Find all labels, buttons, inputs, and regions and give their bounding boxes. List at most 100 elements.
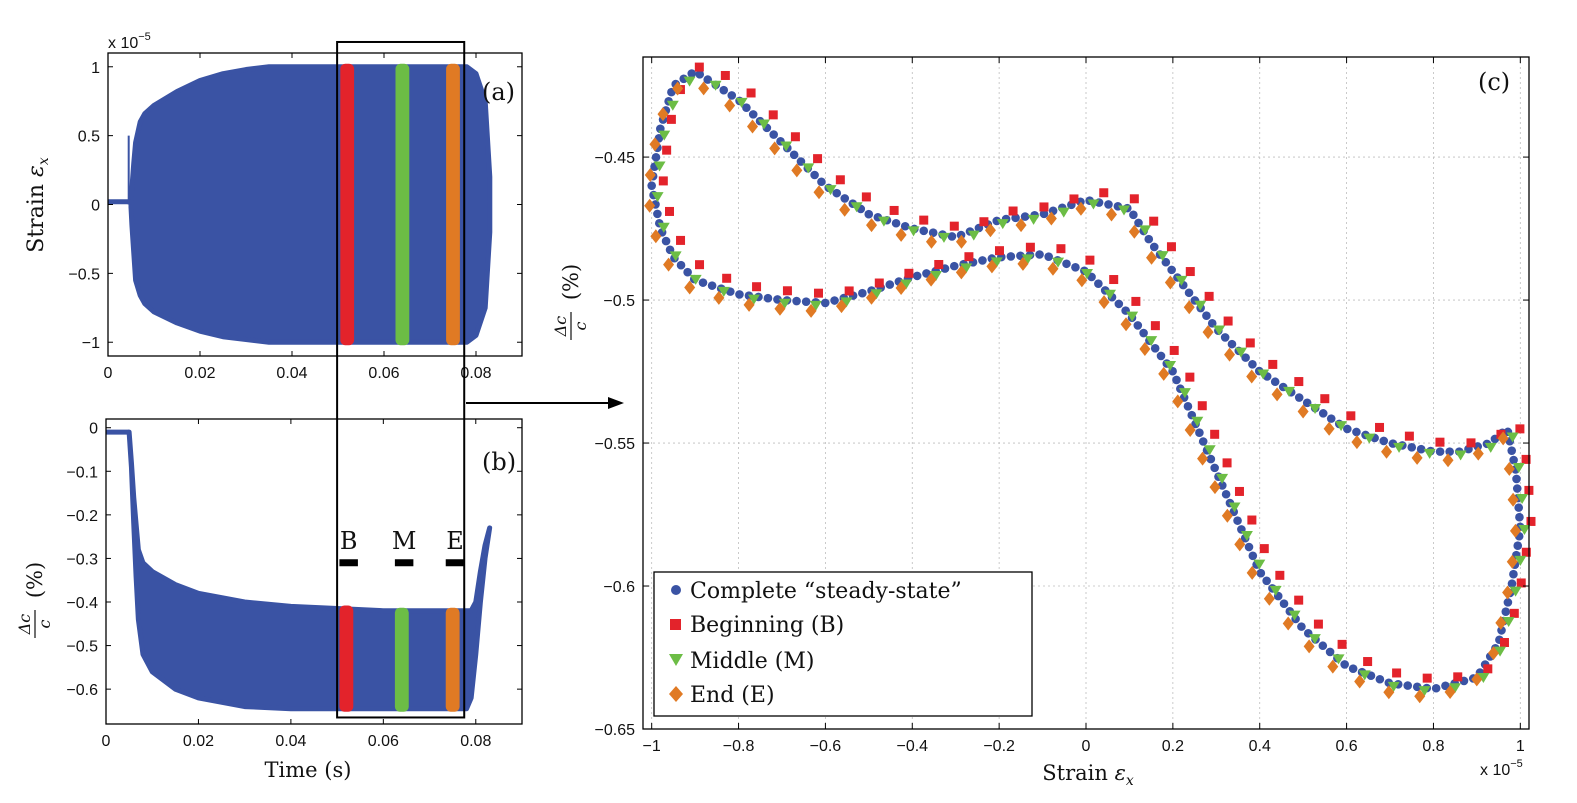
panel-b-ticks: 0 0.02 0.04 0.06 0.08 0 −0.1 −0.2 −0.3 −0.4 −0.5 −0… <box>66 419 522 750</box>
point-middle <box>870 289 883 300</box>
point-steady <box>1515 512 1524 522</box>
point-steady <box>1134 218 1143 228</box>
point-middle <box>1057 207 1070 218</box>
point-beginning <box>1375 422 1385 432</box>
point-middle <box>1393 442 1406 453</box>
point-steady <box>832 188 842 198</box>
point-steady <box>1343 424 1352 434</box>
point-end <box>1444 685 1456 700</box>
point-end <box>1017 256 1029 271</box>
point-end <box>835 299 847 314</box>
point-steady <box>742 103 751 112</box>
panel-c-xtick-label: 0.4 <box>1249 738 1271 755</box>
point-steady <box>679 74 689 84</box>
point-steady <box>949 261 959 271</box>
point-middle <box>1283 386 1296 397</box>
point-steady <box>748 110 758 119</box>
panel-a-envelope <box>128 64 493 345</box>
point-beginning <box>1435 437 1445 447</box>
point-beginning <box>1204 291 1214 301</box>
panel-b: 0 0.02 0.04 0.06 0.08 0 −0.1 −0.2 −0.3 −0.4 −0.5 −0… <box>15 418 523 782</box>
point-middle <box>689 274 702 285</box>
point-steady <box>1512 474 1521 484</box>
point-beginning <box>1149 216 1159 226</box>
point-beginning <box>1346 411 1356 421</box>
point-beginning <box>1150 321 1160 331</box>
point-steady <box>900 221 910 231</box>
point-middle <box>809 300 822 311</box>
point-steady <box>1512 484 1522 493</box>
point-steady <box>1262 576 1271 586</box>
point-steady <box>1248 551 1258 561</box>
point-beginning <box>1337 639 1347 649</box>
point-end <box>1146 250 1158 265</box>
point-steady <box>1114 299 1124 309</box>
panel-b-ytick-label: −0.1 <box>66 464 98 481</box>
bme-label-E: E <box>446 527 464 555</box>
point-steady <box>1210 463 1219 473</box>
point-middle <box>1309 403 1322 414</box>
panel-a-xtick-label: 0 <box>104 365 113 382</box>
point-beginning <box>658 176 668 186</box>
panel-c-ylabel-unit: (%) <box>559 264 583 300</box>
point-beginning <box>1422 673 1432 683</box>
panel-c-xtick-label: 1 <box>1516 738 1525 755</box>
point-beginning <box>1109 275 1119 285</box>
point-end <box>650 229 662 244</box>
panel-a-highlight-end <box>446 63 460 346</box>
point-steady <box>864 209 874 219</box>
point-steady <box>773 295 782 304</box>
point-steady <box>1501 607 1511 617</box>
point-steady <box>727 91 737 100</box>
point-end <box>644 198 656 213</box>
point-steady <box>676 260 686 270</box>
point-steady <box>1248 360 1257 369</box>
point-beginning <box>1223 316 1233 326</box>
panel-b-xtick-label: 0 <box>102 733 111 750</box>
point-end <box>1120 317 1132 332</box>
point-middle <box>1502 616 1515 627</box>
zoom-box <box>336 40 466 719</box>
point-middle <box>780 141 793 152</box>
point-middle <box>757 119 770 130</box>
point-beginning <box>782 286 792 296</box>
point-end <box>1224 347 1236 362</box>
panel-c-ytick-label: −0.65 <box>595 722 636 739</box>
point-beginning <box>1509 608 1519 618</box>
point-steady <box>789 150 799 160</box>
point-beginning <box>1521 454 1531 464</box>
panel-c-xtick-label: 0.2 <box>1162 738 1184 755</box>
point-middle <box>1477 672 1490 683</box>
point-steady <box>1503 598 1513 607</box>
point-middle <box>840 297 853 308</box>
point-end <box>1506 554 1518 569</box>
panel-a-ytick-label: −1 <box>82 335 100 352</box>
point-middle <box>1228 502 1241 513</box>
panel-c-xtick-label: 0 <box>1082 738 1091 755</box>
point-middle <box>666 100 679 111</box>
point-beginning <box>1129 194 1139 204</box>
point-steady <box>651 152 661 162</box>
point-end <box>1411 450 1423 465</box>
point-steady <box>1161 257 1171 267</box>
point-steady <box>1375 674 1385 684</box>
point-middle <box>802 163 815 174</box>
point-middle <box>1516 493 1529 504</box>
point-beginning <box>813 154 823 164</box>
panel-b-ytick-label: −0.2 <box>66 508 98 525</box>
panel-b-ytick-label: −0.5 <box>66 639 98 656</box>
point-beginning <box>1131 296 1141 306</box>
point-beginning <box>994 246 1004 256</box>
point-end <box>895 281 907 296</box>
point-middle <box>1175 275 1188 286</box>
point-end <box>1076 273 1088 288</box>
point-steady <box>1435 447 1445 456</box>
point-beginning <box>1025 242 1035 252</box>
point-steady <box>1441 681 1450 691</box>
point-beginning <box>1185 267 1195 277</box>
point-beginning <box>1185 372 1195 382</box>
point-beginning <box>662 145 672 155</box>
point-steady <box>1172 375 1181 385</box>
legend: Complete “steady-state” Beginning (B) Mi… <box>653 571 1033 717</box>
point-steady <box>1156 351 1166 361</box>
